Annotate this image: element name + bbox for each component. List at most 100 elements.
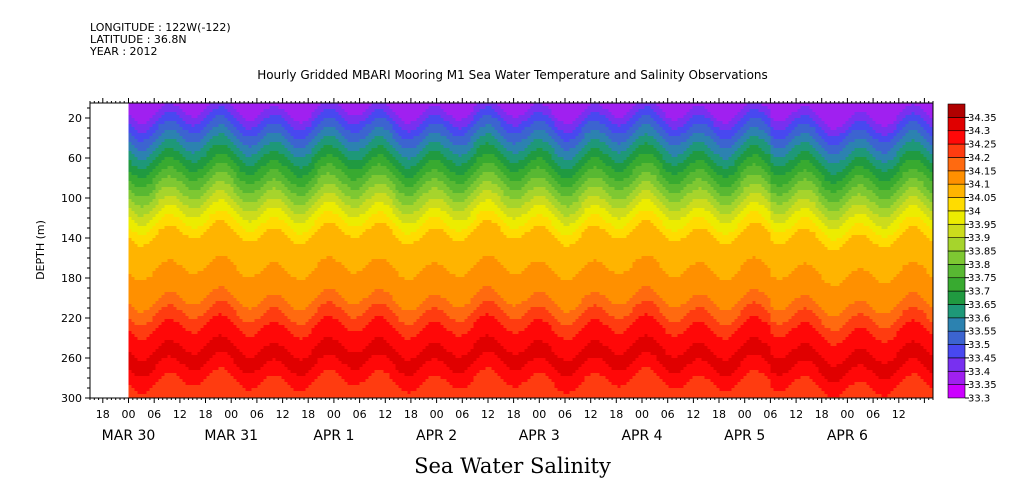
contour-band: [431, 178, 438, 181]
contour-band: [206, 154, 216, 157]
contour-band: [206, 115, 216, 118]
contour-band: [500, 142, 513, 145]
contour-band: [392, 220, 402, 223]
contour-band: [749, 316, 759, 319]
contour-band: [209, 139, 231, 142]
contour-band: [707, 220, 720, 223]
contour-band: [425, 325, 444, 328]
contour-band: [764, 151, 771, 154]
contour-band: [635, 340, 657, 343]
contour-band: [704, 376, 744, 379]
contour-band: [473, 376, 501, 379]
contour-band: [314, 364, 348, 367]
contour-band: [398, 238, 420, 241]
contour-band: [926, 112, 933, 115]
contour-band: [554, 196, 579, 199]
contour-band: [728, 166, 738, 169]
contour-band: [890, 178, 900, 181]
contour-band: [545, 358, 564, 361]
contour-band: [290, 199, 309, 202]
contour-band: [629, 145, 639, 148]
contour-band: [587, 121, 600, 124]
contour-band: [527, 163, 549, 166]
contour-band: [395, 367, 420, 370]
contour-band: [749, 118, 762, 121]
contour-band: [665, 367, 684, 370]
contour-band: [878, 214, 891, 217]
contour-band: [926, 214, 933, 217]
contour-band: [461, 127, 471, 130]
contour-band: [428, 190, 444, 193]
contour-band: [614, 352, 624, 355]
contour-band: [611, 196, 627, 199]
contour-band: [485, 334, 489, 337]
contour-band: [590, 148, 600, 151]
contour-band: [203, 298, 237, 301]
contour-band: [239, 301, 261, 304]
contour-band: [845, 307, 873, 310]
contour-band: [818, 238, 831, 241]
contour-band: [368, 358, 390, 361]
contour-band: [506, 130, 522, 133]
contour-band: [929, 217, 933, 220]
contour-band: [479, 316, 495, 319]
contour-band: [464, 238, 558, 241]
contour-band: [572, 337, 639, 340]
contour-band: [563, 157, 573, 160]
contour-band: [554, 367, 579, 370]
contour-band: [785, 118, 795, 121]
contour-band: [491, 124, 501, 127]
contour-band: [392, 208, 399, 211]
contour-band: [767, 181, 771, 184]
contour-band: [809, 295, 906, 298]
contour-band: [254, 274, 291, 277]
contour-band: [308, 304, 321, 307]
contour-band: [320, 166, 336, 169]
contour-band: [800, 151, 810, 154]
contour-band: [656, 196, 666, 199]
contour-band: [740, 232, 771, 235]
contour-band: [470, 328, 507, 331]
contour-band: [149, 229, 159, 232]
contour-band: [929, 304, 933, 307]
contour-band: [164, 130, 177, 133]
contour-band: [293, 241, 306, 244]
contour-band: [479, 370, 495, 373]
contour-band: [401, 145, 417, 148]
contour-band: [554, 169, 579, 172]
contour-band: [719, 127, 732, 130]
contour-band: [710, 112, 738, 115]
contour-band: [227, 202, 237, 205]
contour-band: [278, 343, 318, 346]
contour-band: [470, 157, 477, 160]
contour-band: [635, 178, 657, 181]
contour-band: [290, 352, 312, 355]
contour-band: [212, 136, 228, 139]
contour-band: [470, 136, 480, 139]
contour-band: [419, 238, 453, 241]
contour-band: [290, 151, 312, 154]
contour-band: [851, 160, 870, 163]
contour-band: [896, 355, 933, 358]
contour-band: [200, 130, 210, 133]
contour-band: [437, 187, 450, 190]
contour-band: [770, 118, 774, 121]
contour-band: [161, 160, 180, 163]
contour-band: [365, 136, 375, 139]
contour-band: [155, 205, 165, 208]
contour-band: [800, 142, 810, 145]
contour-band: [686, 364, 711, 367]
contour-band: [137, 223, 147, 226]
contour-band: [584, 361, 606, 364]
contour-band: [449, 205, 468, 208]
contour-band: [404, 337, 411, 340]
contour-band: [362, 268, 396, 271]
contour-band: [422, 184, 447, 187]
contour-band: [278, 262, 318, 265]
contour-band: [641, 163, 654, 166]
contour-band: [263, 325, 285, 328]
contour-band: [686, 175, 711, 178]
x-hour-label: 06: [866, 408, 880, 421]
contour-band: [398, 151, 420, 154]
